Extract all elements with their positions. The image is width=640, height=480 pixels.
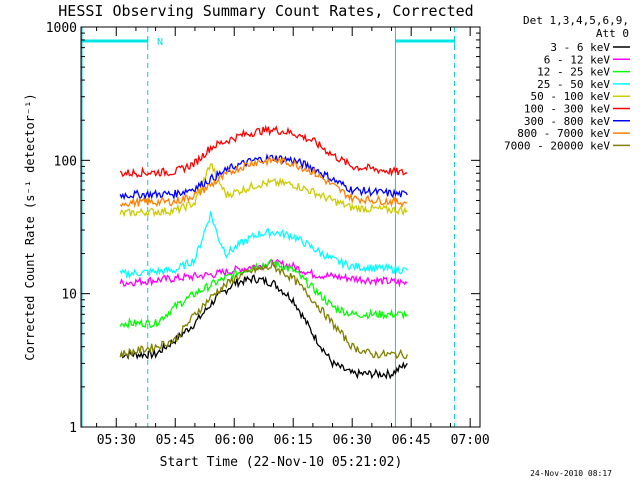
series-line-2 — [119, 258, 408, 329]
footer-timestamp: 24-Nov-2010 08:17 — [530, 469, 612, 478]
x-tick-label: 05:45 — [156, 433, 195, 448]
legend-label-2: 12 - 25 keV — [537, 66, 610, 79]
series-line-4 — [119, 163, 408, 218]
x-tick-label: 06:15 — [274, 433, 313, 448]
x-tick-label: 05:30 — [97, 433, 136, 448]
legend-label-6: 300 - 800 keV — [524, 115, 610, 128]
y-tick-label: 10 — [61, 288, 77, 303]
series-line-7 — [119, 154, 408, 209]
y-tick-label: 1000 — [46, 21, 77, 36]
y-axis-label: Corrected Count Rate (s⁻¹ detector⁻¹) — [23, 93, 37, 360]
legend-label-3: 25 - 50 keV — [537, 78, 610, 91]
y-tick-label: 100 — [54, 154, 77, 169]
legend-label-4: 50 - 100 keV — [531, 90, 611, 103]
night-indicator-group — [81, 27, 455, 427]
legend-label-7: 800 - 7000 keV — [517, 127, 610, 140]
y-tick-label: 1 — [69, 421, 77, 436]
x-axis-label: Start Time (22-Nov-10 05:21:02) — [160, 455, 403, 470]
series-line-0 — [119, 274, 408, 380]
x-axis: 05:30 05:45 06:00 06:15 06:30 06:45 07:00 — [96, 27, 490, 448]
series-line-8 — [119, 262, 408, 360]
legend-label-5: 100 - 300 keV — [524, 103, 610, 116]
y-axis: 1 10 100 1000 — [46, 21, 480, 436]
series-line-3 — [119, 211, 408, 280]
legend-header-line-2: Att 0 — [596, 27, 629, 40]
legend-label-8: 7000 - 20000 keV — [504, 139, 610, 152]
chart-title: HESSI Observing Summary Count Rates, Cor… — [58, 2, 473, 20]
x-tick-label: 06:00 — [215, 433, 254, 448]
x-tick-label: 06:45 — [392, 433, 431, 448]
legend-label-1: 6 - 12 keV — [544, 53, 611, 66]
x-tick-label: 07:00 — [451, 433, 490, 448]
series-line-5 — [119, 124, 408, 179]
legend-header-line-1: Det 1,3,4,5,6,9, — [523, 14, 629, 27]
legend-label-0: 3 - 6 keV — [550, 41, 610, 54]
series-layer — [119, 124, 408, 380]
plot-frame — [80, 26, 481, 428]
x-tick-label: 06:30 — [333, 433, 372, 448]
n-annotation: N — [157, 37, 163, 48]
